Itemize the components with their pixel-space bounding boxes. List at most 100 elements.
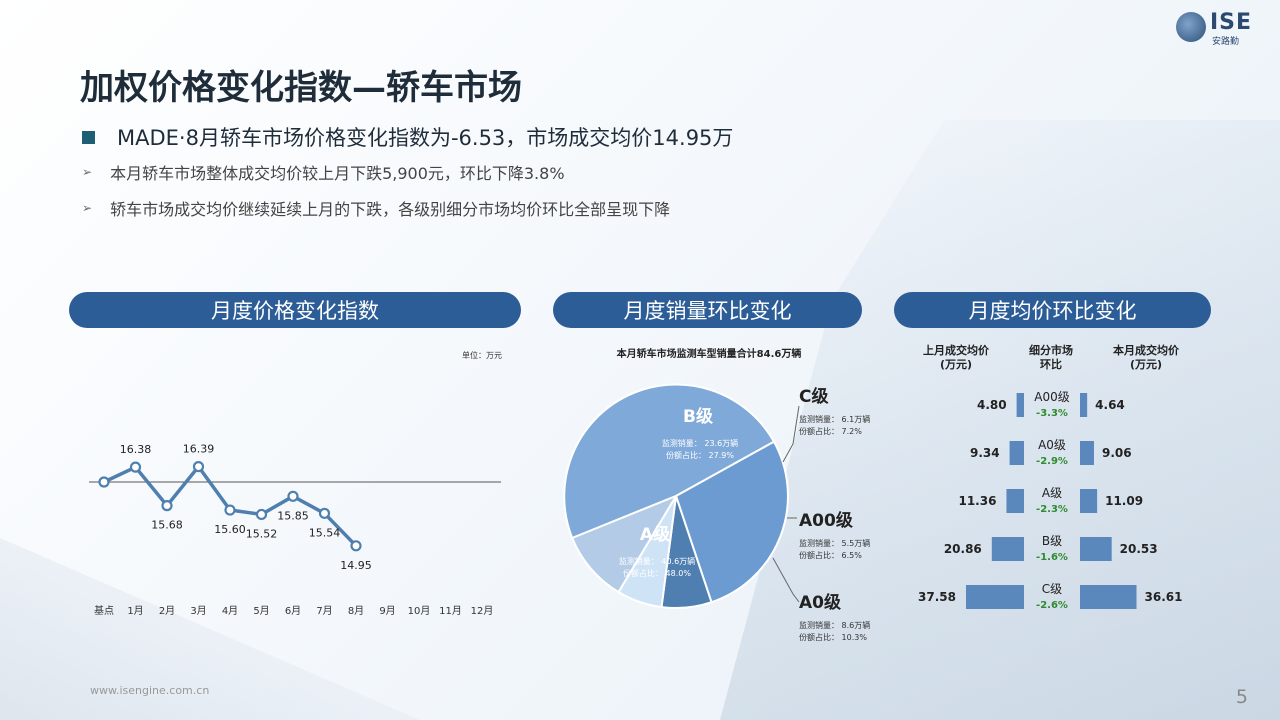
slice-volume-label: 监测销量： 23.6万辆 <box>662 438 738 448</box>
square-bullet-icon <box>82 131 95 144</box>
segment-label: A00级 <box>1034 390 1069 404</box>
data-label: 15.54 <box>309 526 341 539</box>
logo-text: ISE <box>1210 10 1252 35</box>
prev-price-label: 20.86 <box>944 542 982 556</box>
prev-price-label: 11.36 <box>958 494 996 508</box>
x-tick-label: 8月 <box>348 605 364 617</box>
curr-price-bar <box>1080 393 1087 417</box>
slice-share-label: 份额占比： 10.3% <box>799 632 867 642</box>
data-label: 15.68 <box>151 519 183 532</box>
section-header-sales: 月度销量环比变化 <box>553 292 862 328</box>
prev-price-bar <box>1017 393 1024 417</box>
slice-name-label: A0级 <box>799 592 841 613</box>
segment-label: B级 <box>1042 534 1062 548</box>
prev-price-bar <box>966 585 1024 609</box>
slice-volume-label: 监测销量： 5.5万辆 <box>799 538 870 548</box>
logo-subtext: 安路勤 <box>1212 34 1239 47</box>
leader-line <box>773 558 799 602</box>
curr-price-bar <box>1080 441 1094 465</box>
slice-name-label: B级 <box>683 406 713 427</box>
slice-name-label: A00级 <box>799 510 853 531</box>
change-label: -2.9% <box>1036 456 1068 467</box>
curr-price-bar <box>1080 537 1112 561</box>
data-label: 16.38 <box>120 443 152 456</box>
curr-price-label: 20.53 <box>1120 542 1158 556</box>
data-label: 15.60 <box>214 523 246 536</box>
segment-label: A级 <box>1042 486 1062 500</box>
slice-volume-label: 监测销量： 40.6万辆 <box>619 556 695 566</box>
segment-label: C级 <box>1042 582 1062 596</box>
data-point <box>131 463 140 472</box>
segment-label: A0级 <box>1038 438 1066 452</box>
footer-url: www.isengine.com.cn <box>90 684 209 697</box>
x-tick-label: 1月 <box>127 605 143 617</box>
section-header-avg-price: 月度均价环比变化 <box>894 292 1211 328</box>
change-label: -3.3% <box>1036 408 1068 419</box>
bullet-item: ➢ 轿车市场成交均价继续延续上月的下跌，各级别细分市场均价环比全部呈现下降 <box>82 196 670 220</box>
data-point <box>289 492 298 501</box>
change-label: -2.3% <box>1036 504 1068 515</box>
arrow-bullet-icon: ➢ <box>82 165 92 179</box>
curr-price-label: 36.61 <box>1145 590 1183 604</box>
data-label: 16.39 <box>183 443 215 456</box>
avg-price-bar-chart: 4.80 4.64 A00级 -3.3% 9.34 9.06 A0级 -2.9% 11.36 11… <box>894 380 1211 620</box>
data-point <box>226 506 235 515</box>
curr-price-bar <box>1080 489 1097 513</box>
prev-price-label: 4.80 <box>977 398 1007 412</box>
leader-line <box>783 406 799 462</box>
change-label: -2.6% <box>1036 600 1068 611</box>
x-tick-label: 12月 <box>471 605 494 617</box>
curr-price-label: 11.09 <box>1105 494 1143 508</box>
data-point <box>352 541 361 550</box>
slice-name-label: A级 <box>640 524 670 545</box>
prev-price-bar <box>1006 489 1024 513</box>
headline-text: MADE·8月轿车市场价格变化指数为-6.53，市场成交均价14.95万 <box>117 122 733 152</box>
x-tick-label: 11月 <box>439 605 462 617</box>
data-label: 15.52 <box>246 527 278 540</box>
slice-name-label: C级 <box>799 386 828 407</box>
slice-share-label: 份额占比： 7.2% <box>799 426 862 436</box>
curr-price-label: 4.64 <box>1095 398 1125 412</box>
curr-price-label: 9.06 <box>1102 446 1132 460</box>
data-label: 14.95 <box>340 559 372 572</box>
section-header-price-index: 月度价格变化指数 <box>69 292 521 328</box>
bullet-text: 轿车市场成交均价继续延续上月的下跌，各级别细分市场均价环比全部呈现下降 <box>110 196 670 220</box>
slice-volume-label: 监测销量： 8.6万辆 <box>799 620 870 630</box>
unit-label: 单位：万元 <box>462 350 502 360</box>
x-tick-label: 9月 <box>379 605 395 617</box>
x-tick-label: 3月 <box>190 605 206 617</box>
bullet-item: ➢ 本月轿车市场整体成交均价较上月下跌5,900元，环比下降3.8% <box>82 160 565 184</box>
prev-price-label: 9.34 <box>970 446 1000 460</box>
slice-share-label: 份额占比： 27.9% <box>666 450 734 460</box>
data-point <box>163 501 172 510</box>
company-logo: ISE 安路勤 <box>1176 10 1258 46</box>
prev-price-bar <box>992 537 1024 561</box>
prev-price-label: 37.58 <box>918 590 956 604</box>
slice-volume-label: 监测销量： 6.1万辆 <box>799 414 870 424</box>
x-tick-label: 5月 <box>253 605 269 617</box>
arrow-bullet-icon: ➢ <box>82 201 92 215</box>
header-curr-price: 本月成交均价 (万元) <box>1104 344 1188 372</box>
x-tick-label: 2月 <box>159 605 175 617</box>
headline: MADE·8月轿车市场价格变化指数为-6.53，市场成交均价14.95万 <box>82 122 733 152</box>
data-point <box>194 462 203 471</box>
x-tick-label: 7月 <box>316 605 332 617</box>
header-segment-change: 细分市场 环比 <box>1016 344 1086 372</box>
slice-share-label: 份额占比： 48.0% <box>623 568 691 578</box>
x-tick-label: 4月 <box>222 605 238 617</box>
price-index-line-chart: 单位：万元 16.38 15.68 16.39 15.60 15.52 15.8515.54… <box>69 340 521 630</box>
x-tick-label: 10月 <box>408 605 431 617</box>
curr-price-bar <box>1080 585 1137 609</box>
data-label: 15.85 <box>277 509 309 522</box>
prev-price-bar <box>1010 441 1024 465</box>
change-label: -1.6% <box>1036 552 1068 563</box>
x-tick-label: 6月 <box>285 605 301 617</box>
data-point <box>100 478 109 487</box>
data-point <box>257 510 266 519</box>
page-number: 5 <box>1236 686 1248 708</box>
slide-title: 加权价格变化指数—轿车市场 <box>80 60 522 109</box>
bullet-text: 本月轿车市场整体成交均价较上月下跌5,900元，环比下降3.8% <box>110 160 564 184</box>
x-tick-label: 基点 <box>94 604 114 617</box>
header-prev-price: 上月成交均价 (万元) <box>916 344 996 372</box>
